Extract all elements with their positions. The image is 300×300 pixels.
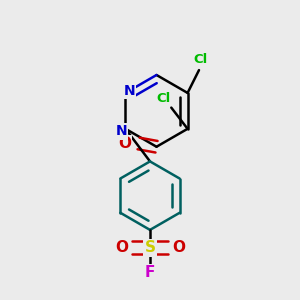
- Text: N: N: [116, 124, 127, 138]
- Text: N: N: [124, 84, 135, 98]
- Text: O: O: [172, 240, 185, 255]
- Text: O: O: [115, 240, 128, 255]
- Text: Cl: Cl: [156, 92, 170, 105]
- Text: S: S: [145, 240, 155, 255]
- Text: Cl: Cl: [194, 53, 208, 66]
- Text: F: F: [145, 265, 155, 280]
- Text: O: O: [118, 136, 131, 151]
